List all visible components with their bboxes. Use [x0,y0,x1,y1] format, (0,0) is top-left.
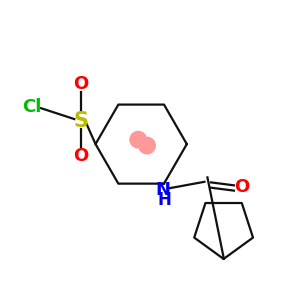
Circle shape [139,137,155,154]
Text: O: O [234,178,249,196]
Text: Cl: Cl [22,98,42,116]
Text: N: N [156,181,171,199]
Text: O: O [73,147,88,165]
Circle shape [130,131,146,148]
Text: O: O [73,75,88,93]
Text: S: S [73,111,88,130]
Text: H: H [158,191,172,209]
